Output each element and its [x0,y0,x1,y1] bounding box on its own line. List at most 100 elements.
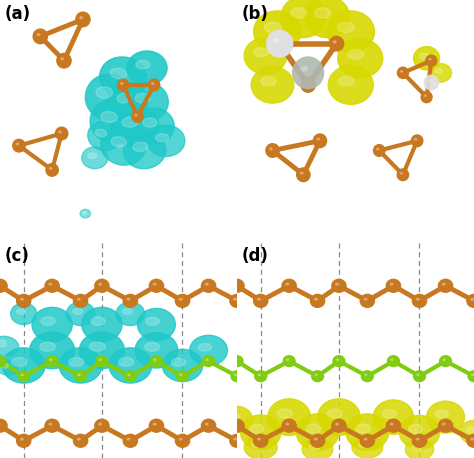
Circle shape [273,37,287,51]
Ellipse shape [79,332,124,369]
Ellipse shape [390,423,393,425]
Ellipse shape [69,358,84,366]
Ellipse shape [61,58,64,60]
Ellipse shape [466,427,474,433]
Circle shape [151,356,162,366]
Ellipse shape [291,8,307,18]
Circle shape [132,111,143,122]
Ellipse shape [359,442,370,448]
Ellipse shape [471,374,474,376]
Ellipse shape [96,87,113,98]
Ellipse shape [80,209,91,218]
Ellipse shape [419,53,428,59]
Ellipse shape [286,423,289,425]
Ellipse shape [49,359,52,360]
Ellipse shape [252,442,263,448]
Ellipse shape [317,138,319,140]
Ellipse shape [244,436,277,458]
Ellipse shape [77,438,80,440]
Ellipse shape [146,317,159,325]
Ellipse shape [337,22,354,33]
Circle shape [17,434,31,447]
Ellipse shape [301,172,303,174]
Ellipse shape [416,298,419,300]
Circle shape [424,75,438,90]
Ellipse shape [117,93,131,103]
Ellipse shape [333,41,336,43]
Ellipse shape [127,51,167,85]
Ellipse shape [109,348,152,383]
Circle shape [413,371,426,382]
Circle shape [412,434,427,447]
Text: (a): (a) [5,5,31,23]
Circle shape [360,434,374,447]
Circle shape [329,37,344,51]
Ellipse shape [153,423,156,425]
Ellipse shape [306,424,321,433]
Circle shape [95,279,109,292]
Ellipse shape [274,38,279,42]
Ellipse shape [240,415,281,449]
Circle shape [96,356,108,366]
Ellipse shape [314,438,317,440]
Ellipse shape [443,359,445,360]
Circle shape [360,294,374,307]
Circle shape [0,356,6,366]
Circle shape [73,294,88,307]
Ellipse shape [337,39,383,78]
Ellipse shape [328,65,373,104]
Ellipse shape [135,333,178,368]
Ellipse shape [336,284,338,285]
Ellipse shape [471,438,474,440]
Ellipse shape [123,132,166,169]
Ellipse shape [127,438,130,440]
Ellipse shape [442,423,445,425]
Ellipse shape [101,111,117,122]
Ellipse shape [435,69,442,73]
Ellipse shape [49,284,52,285]
Ellipse shape [20,298,23,300]
Circle shape [95,419,109,432]
Ellipse shape [205,284,208,285]
Circle shape [231,371,243,382]
Circle shape [426,55,437,66]
Circle shape [18,371,29,382]
Ellipse shape [336,359,338,360]
Circle shape [201,419,216,432]
Ellipse shape [73,308,83,314]
Ellipse shape [205,423,208,425]
Ellipse shape [348,49,364,59]
Circle shape [0,419,7,432]
Ellipse shape [37,33,40,36]
Ellipse shape [101,126,146,165]
Ellipse shape [416,438,419,440]
Ellipse shape [145,343,160,351]
Ellipse shape [133,142,148,152]
Ellipse shape [315,374,317,376]
Circle shape [310,294,325,307]
Circle shape [254,294,268,307]
Ellipse shape [137,308,175,341]
Ellipse shape [32,307,72,342]
Circle shape [201,279,216,292]
Ellipse shape [315,8,330,18]
Ellipse shape [409,425,422,433]
Ellipse shape [49,168,52,169]
Ellipse shape [99,423,101,425]
Circle shape [149,419,164,432]
Ellipse shape [254,48,269,57]
Ellipse shape [374,400,413,434]
Ellipse shape [206,359,208,360]
Ellipse shape [471,298,474,300]
Ellipse shape [0,336,19,356]
Circle shape [45,279,59,292]
Ellipse shape [59,348,102,383]
Ellipse shape [286,284,289,285]
Ellipse shape [153,284,156,285]
Circle shape [374,145,385,156]
Ellipse shape [59,131,61,133]
Ellipse shape [390,284,393,285]
Ellipse shape [276,41,279,43]
Ellipse shape [435,410,448,418]
Ellipse shape [154,359,156,360]
